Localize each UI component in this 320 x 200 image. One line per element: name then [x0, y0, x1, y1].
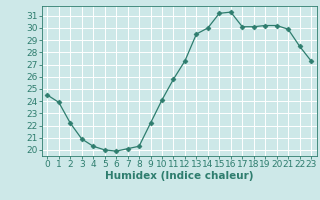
X-axis label: Humidex (Indice chaleur): Humidex (Indice chaleur) [105, 171, 253, 181]
